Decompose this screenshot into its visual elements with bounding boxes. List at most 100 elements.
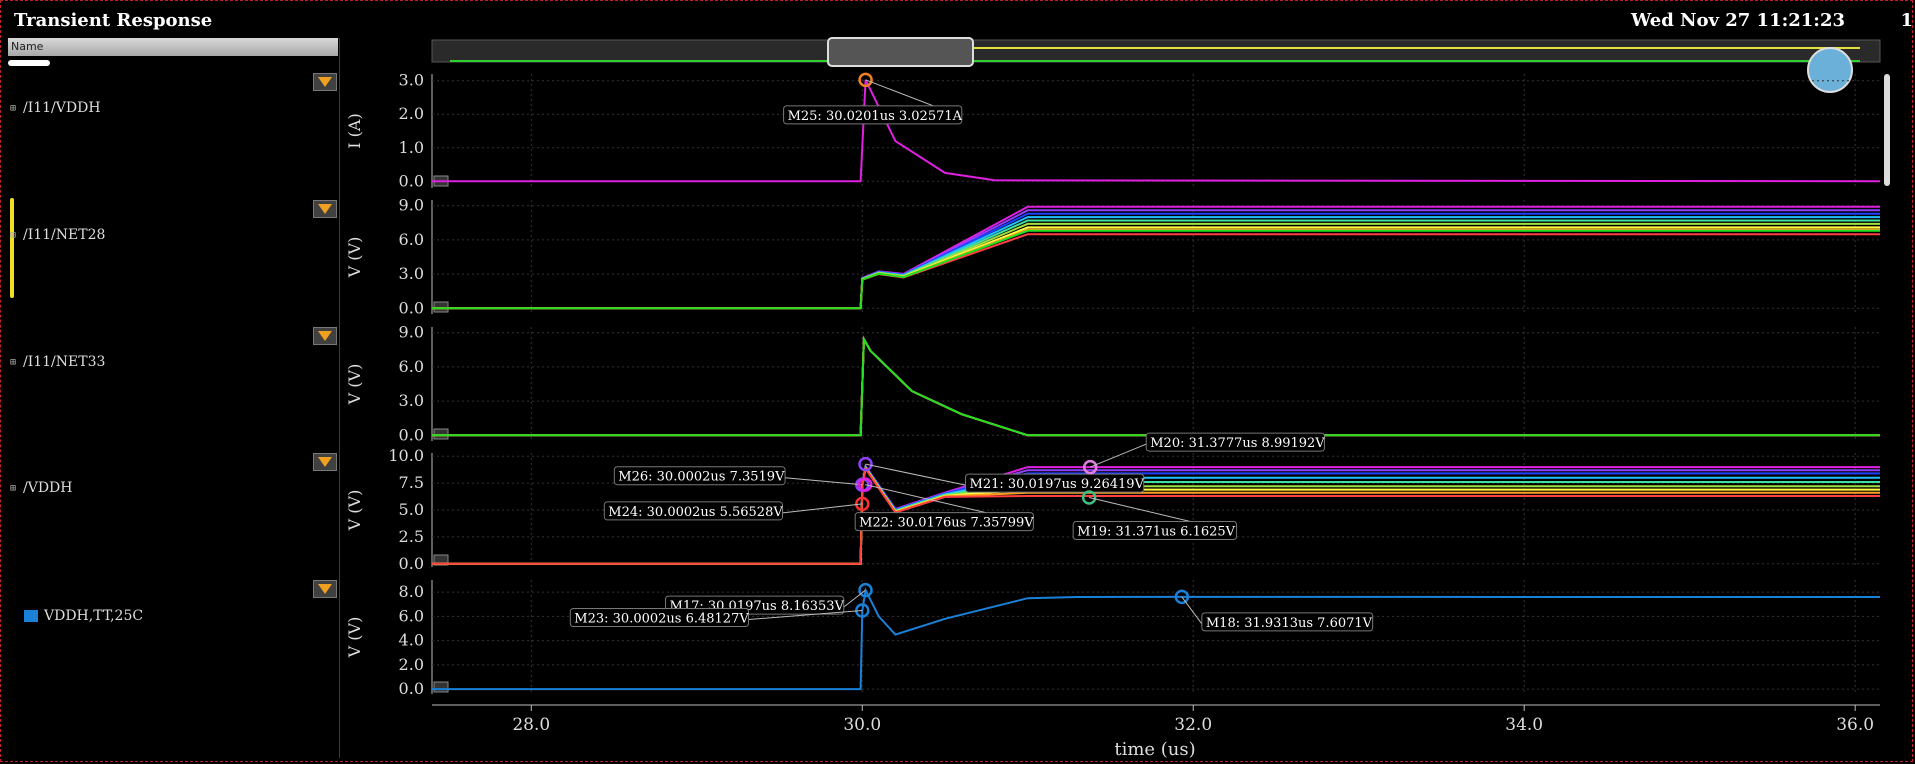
series-line[interactable] bbox=[432, 233, 1880, 310]
play-icon[interactable] bbox=[433, 301, 449, 313]
series-line[interactable] bbox=[432, 335, 1880, 437]
series-line[interactable] bbox=[432, 335, 1880, 437]
marker-label: M24: 30.0002us 5.56528V bbox=[608, 505, 783, 520]
marker-ring[interactable] bbox=[855, 496, 870, 512]
y-tick-label: 10.0 bbox=[388, 446, 424, 465]
signal-item-vddh[interactable]: ⊞ /VDDH bbox=[8, 474, 338, 504]
y-tick-label: 9.0 bbox=[399, 323, 424, 342]
marker[interactable]: M22: 30.0176us 7.35799V bbox=[854, 477, 1034, 532]
series-line[interactable] bbox=[432, 335, 1880, 437]
marker[interactable]: M20: 31.3777us 8.99192V bbox=[1083, 432, 1325, 475]
marker[interactable]: M18: 31.9313us 7.6071V bbox=[1174, 589, 1374, 632]
marker-ring[interactable] bbox=[858, 72, 873, 88]
overview-window-handle[interactable] bbox=[827, 37, 974, 67]
marker-label-box bbox=[1145, 432, 1325, 452]
series-line[interactable] bbox=[432, 205, 1880, 310]
signal-label: /VDDH bbox=[23, 480, 73, 496]
y-tick-label: 3.0 bbox=[399, 391, 424, 410]
expand-icon[interactable]: ⊞ bbox=[10, 483, 17, 494]
series-line[interactable] bbox=[432, 228, 1880, 310]
marker-label: M19: 31.371us 6.1625V bbox=[1077, 524, 1236, 539]
marker-ring[interactable] bbox=[858, 582, 873, 598]
series-line[interactable] bbox=[432, 79, 1881, 183]
marker-label-box bbox=[854, 512, 1034, 532]
waveform-panel[interactable]: 0.0 2.5 5.0 7.5 10.0 V (V) bbox=[345, 446, 1880, 573]
y-tick-label: 1.0 bbox=[399, 138, 424, 157]
marker-ring[interactable] bbox=[1083, 459, 1098, 475]
y-tick-label: 4.0 bbox=[399, 631, 424, 650]
marker[interactable]: M24: 30.0002us 5.56528V bbox=[603, 496, 870, 521]
signal-browser-panel: Name ⊞ /I11/VDDH ⊞ /I11/NET28 ⊞ /I11/NET… bbox=[8, 38, 340, 758]
legend-label: VDDH,TT,25C bbox=[44, 608, 144, 624]
marker[interactable]: M19: 31.371us 6.1625V bbox=[1072, 490, 1238, 540]
y-axis-label: V (V) bbox=[345, 364, 364, 406]
signal-item-i11-vddh[interactable]: ⊞ /I11/VDDH bbox=[8, 94, 338, 124]
marker-leader bbox=[1181, 596, 1203, 625]
series-line[interactable] bbox=[432, 335, 1880, 437]
marker-ring[interactable] bbox=[1081, 490, 1097, 505]
series-line[interactable] bbox=[432, 229, 1880, 310]
name-column-header[interactable]: Name bbox=[8, 38, 338, 56]
play-icon[interactable] bbox=[433, 428, 449, 440]
expand-icon[interactable]: ⊞ bbox=[10, 103, 17, 114]
vertical-scrollbar[interactable] bbox=[1884, 74, 1890, 186]
y-tick-label: 6.0 bbox=[399, 230, 424, 249]
filter-icon[interactable] bbox=[313, 73, 337, 91]
waveform-panel[interactable]: 0.0 2.0 4.0 6.0 8.0 V (V) bbox=[345, 580, 1881, 698]
marker-label-box bbox=[1072, 520, 1238, 540]
y-axis-label: I (A) bbox=[345, 113, 364, 148]
waveform-panel[interactable]: 0.0 3.0 6.0 9.0 V (V) bbox=[345, 196, 1880, 318]
x-tick-label: 34.0 bbox=[1505, 715, 1543, 735]
signal-item-i11-net28[interactable]: ⊞ /I11/NET28 bbox=[8, 221, 338, 251]
series-line[interactable] bbox=[432, 209, 1880, 310]
series-line[interactable] bbox=[432, 335, 1880, 437]
marker-ring[interactable] bbox=[858, 456, 873, 472]
signal-item-i11-net33[interactable]: ⊞ /I11/NET33 bbox=[8, 348, 338, 378]
filter-icon[interactable] bbox=[313, 453, 337, 471]
filter-icon[interactable] bbox=[313, 327, 337, 345]
y-tick-label: 7.5 bbox=[399, 473, 424, 492]
series-line[interactable] bbox=[432, 335, 1880, 437]
marker-label: M21: 30.0197us 9.26419V bbox=[970, 477, 1145, 492]
waveform-panel[interactable]: 0.0 1.0 2.0 3.0 I (A) bbox=[345, 71, 1881, 191]
series-line[interactable] bbox=[432, 335, 1880, 437]
x-tick-label: 32.0 bbox=[1174, 715, 1212, 735]
marker-label-box bbox=[1201, 612, 1374, 632]
marker[interactable]: M25: 30.0201us 3.02571A bbox=[783, 72, 963, 125]
x-tick-label: 28.0 bbox=[512, 715, 550, 735]
series-line[interactable] bbox=[432, 586, 1881, 691]
marker-label-box bbox=[613, 466, 786, 486]
marker-leader bbox=[785, 477, 863, 486]
marker-leader bbox=[748, 610, 863, 621]
x-tick-label: 30.0 bbox=[843, 715, 881, 735]
series-line[interactable] bbox=[432, 335, 1880, 437]
overview-bar[interactable] bbox=[431, 39, 1881, 63]
window-title: Transient Response bbox=[14, 10, 213, 31]
series-line[interactable] bbox=[432, 222, 1880, 310]
y-tick-label: 8.0 bbox=[399, 582, 424, 601]
y-tick-label: 3.0 bbox=[399, 264, 424, 283]
signal-label: /I11/NET33 bbox=[23, 354, 106, 370]
legend-item[interactable]: VDDH,TT,25C bbox=[8, 602, 338, 632]
marker-ring[interactable] bbox=[857, 477, 873, 492]
y-tick-label: 0.0 bbox=[399, 298, 424, 317]
y-tick-label: 0.0 bbox=[399, 679, 424, 698]
y-axis-label: V (V) bbox=[345, 490, 364, 532]
waveform-panel[interactable]: 0.0 3.0 6.0 9.0 V (V) bbox=[345, 323, 1880, 445]
play-icon[interactable] bbox=[433, 681, 449, 693]
marker[interactable]: M21: 30.0197us 9.26419V bbox=[858, 456, 1145, 493]
expand-icon[interactable]: ⊞ bbox=[10, 357, 17, 368]
y-tick-label: 2.0 bbox=[399, 104, 424, 123]
filter-icon[interactable] bbox=[313, 580, 337, 598]
marker[interactable]: M26: 30.0002us 7.3519V bbox=[613, 466, 870, 492]
selection-indicator bbox=[10, 198, 14, 298]
filter-icon[interactable] bbox=[313, 200, 337, 218]
marker-ring[interactable] bbox=[1174, 589, 1190, 605]
play-icon[interactable] bbox=[433, 554, 449, 566]
expand-icon[interactable]: ⊞ bbox=[10, 230, 17, 241]
marker-label: M22: 30.0176us 7.35799V bbox=[859, 516, 1034, 531]
horizontal-scrollbar[interactable] bbox=[8, 60, 50, 66]
marker[interactable]: M23: 30.0002us 6.48127V bbox=[569, 603, 870, 628]
